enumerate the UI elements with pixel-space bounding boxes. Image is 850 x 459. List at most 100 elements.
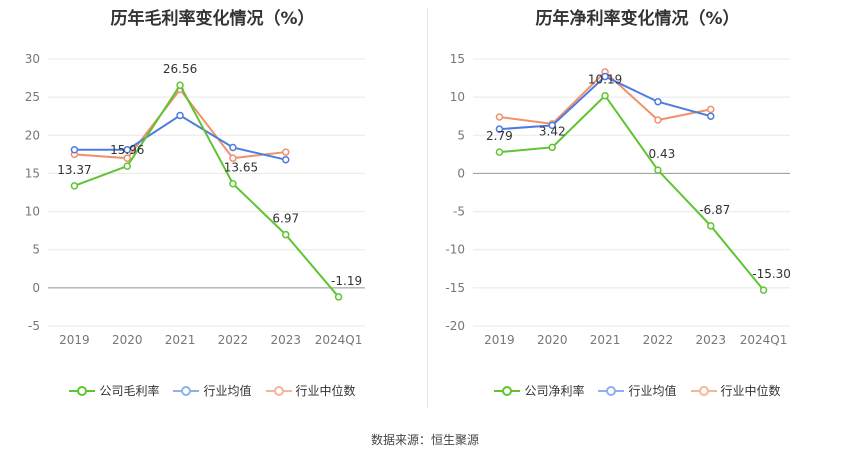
data-point-company — [548, 143, 556, 152]
series-line-median — [74, 87, 286, 160]
x-tick-label: 2019 — [484, 333, 515, 347]
data-point-avg — [229, 143, 237, 152]
data-point-median — [707, 105, 715, 114]
legend-line-marker-icon — [690, 385, 717, 396]
data-point-median — [229, 154, 237, 162]
data-point-avg — [123, 146, 131, 154]
data-point-avg — [282, 155, 290, 164]
x-tick-label: 2020 — [112, 333, 143, 347]
x-tick-label: 2021 — [165, 333, 196, 347]
data-point-avg — [601, 72, 609, 81]
y-tick-label: 0 — [32, 281, 40, 295]
data-source-note: 数据来源：恒生聚源 — [370, 433, 479, 447]
data-point-avg — [548, 121, 556, 130]
data-point-company — [282, 230, 290, 239]
legend-label: 行业中位数 — [720, 384, 781, 398]
data-label: -1.19 — [331, 274, 362, 288]
gross-margin-legend: 公司毛利率 行业均值 行业中位数 — [0, 382, 425, 399]
x-tick-label: 2020 — [537, 333, 568, 347]
y-tick-label: 0 — [457, 166, 465, 180]
legend-label: 行业中位数 — [295, 384, 356, 398]
data-point-company — [654, 166, 662, 174]
data-label: -15.30 — [752, 267, 791, 281]
data-point-median — [123, 154, 131, 162]
legend-line-marker-icon — [69, 385, 96, 396]
data-point-median — [282, 148, 290, 156]
y-tick-label: -10 — [445, 243, 465, 257]
panel-divider — [427, 8, 428, 408]
y-tick-label: -15 — [445, 281, 465, 295]
data-label: 26.56 — [163, 62, 197, 76]
data-point-company — [123, 162, 131, 170]
legend-line-marker-icon — [598, 385, 625, 396]
y-tick-label: 15 — [450, 52, 465, 66]
legend-item-company-gross-margin[interactable]: 公司毛利率 — [69, 382, 159, 399]
data-label: 13.65 — [224, 161, 258, 175]
data-point-avg — [176, 111, 184, 120]
legend-line-marker-icon — [265, 385, 292, 396]
data-point-company — [495, 148, 504, 156]
legend-line-marker-icon — [173, 385, 200, 396]
net-margin-chart: 历年净利率变化情况（%） 15 10 5 0 -5 -10 -15 -20 2019 2020 20… — [425, 0, 850, 420]
legend-line-marker-icon — [494, 385, 521, 396]
data-point-company — [70, 182, 79, 190]
gross-margin-chart-title: 历年毛利率变化情况（%） — [110, 9, 315, 29]
data-point-company — [229, 179, 237, 188]
x-tick-label: 2021 — [590, 333, 621, 347]
data-point-avg — [495, 125, 504, 133]
net-margin-chart-title: 历年净利率变化情况（%） — [535, 9, 740, 29]
data-point-median — [495, 113, 504, 121]
legend-item-industry-median[interactable]: 行业中位数 — [690, 382, 781, 399]
data-point-avg — [707, 112, 715, 120]
y-tick-label: -5 — [453, 205, 465, 219]
x-tick-label: 2023 — [695, 333, 726, 347]
legend-label: 公司毛利率 — [99, 384, 160, 398]
data-label: 15.96 — [110, 143, 144, 157]
data-label: 13.37 — [57, 163, 91, 177]
y-tick-label: 30 — [25, 52, 40, 66]
data-point-company — [176, 81, 184, 89]
y-tick-label: 5 — [457, 128, 465, 142]
y-tick-label: 25 — [25, 90, 40, 104]
gross-margin-chart: 历年毛利率变化情况（%） 30 25 20 15 10 5 0 -5 2019 2020 2021 2… — [0, 0, 425, 420]
series-line-avg — [74, 114, 286, 161]
data-label: 3.42 — [539, 124, 566, 138]
y-tick-label: 10 — [25, 205, 40, 219]
x-tick-label: 2024Q1 — [740, 333, 788, 347]
series-line-company — [74, 83, 340, 298]
legend-label: 行业均值 — [628, 384, 677, 398]
y-tick-label: -5 — [28, 319, 40, 333]
data-label: 6.97 — [272, 212, 299, 226]
data-label: 2.79 — [486, 129, 513, 143]
gross-margin-plot: 30 25 20 15 10 5 0 -5 2019 2020 2021 2022 2023 2024Q1… — [25, 52, 365, 347]
legend-item-company-net-margin[interactable]: 公司净利率 — [494, 382, 584, 399]
net-margin-plot: 15 10 5 0 -5 -10 -15 -20 2019 2020 2021 2022 2023 202… — [445, 52, 791, 347]
data-label: 10.19 — [588, 73, 622, 87]
y-tick-label: -20 — [445, 319, 465, 333]
data-point-avg — [654, 97, 662, 106]
data-point-company — [707, 222, 715, 230]
y-tick-label: 15 — [25, 166, 40, 180]
net-margin-legend: 公司净利率 行业均值 行业中位数 — [425, 382, 850, 399]
legend-item-industry-average[interactable]: 行业均值 — [173, 382, 252, 399]
y-tick-label: 5 — [32, 243, 40, 257]
data-label: -6.87 — [699, 203, 730, 217]
series-line-company — [499, 94, 765, 291]
x-tick-label: 2022 — [643, 333, 674, 347]
legend-item-industry-average[interactable]: 行业均值 — [598, 382, 677, 399]
data-point-company — [601, 91, 609, 100]
legend-label: 行业均值 — [203, 384, 252, 398]
y-tick-label: 20 — [25, 128, 40, 142]
data-point-median — [654, 116, 662, 124]
legend-label: 公司净利率 — [524, 384, 585, 398]
x-tick-label: 2019 — [59, 333, 90, 347]
x-tick-label: 2024Q1 — [315, 333, 363, 347]
data-point-company — [759, 286, 768, 294]
x-tick-label: 2023 — [270, 333, 301, 347]
data-label: 0.43 — [649, 147, 676, 161]
legend-item-industry-median[interactable]: 行业中位数 — [265, 382, 356, 399]
y-tick-label: 10 — [450, 90, 465, 104]
data-point-company — [334, 293, 343, 301]
x-tick-label: 2022 — [218, 333, 249, 347]
data-point-avg — [70, 146, 79, 154]
